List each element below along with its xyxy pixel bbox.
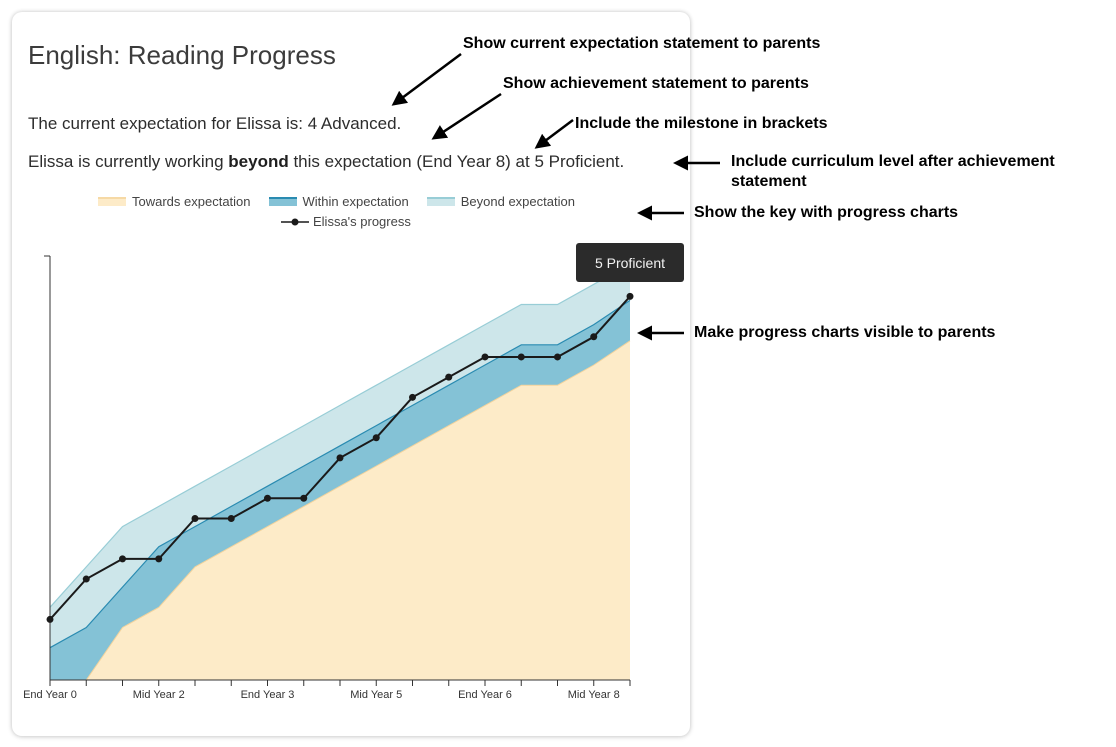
annotation-curriculum-level: Include curriculum level after achieveme… <box>731 153 1055 190</box>
progress-point[interactable] <box>82 575 90 583</box>
progress-tooltip: 5 Proficient <box>576 243 684 282</box>
annotation-achievement: Show achievement statement to parents <box>503 75 809 92</box>
legend-item-progress[interactable]: Elissa's progress <box>281 214 411 229</box>
legend-label-progress: Elissa's progress <box>313 214 411 229</box>
x-tick-label: Mid Year 8 <box>568 689 620 701</box>
achievement-statement: Elissa is currently working beyond this … <box>28 152 624 172</box>
progress-points <box>46 292 634 623</box>
progress-point[interactable] <box>300 494 308 502</box>
achievement-suffix: at 5 Proficient. <box>510 152 625 171</box>
within-expectation-line <box>49 299 631 649</box>
legend-item-within[interactable]: Within expectation <box>268 194 409 209</box>
legend-item-towards[interactable]: Towards expectation <box>98 194 251 209</box>
annotation-arrow <box>431 92 502 140</box>
annotation-current-expectation: Show current expectation statement to pa… <box>463 35 821 52</box>
progress-point[interactable] <box>119 555 126 563</box>
achievement-middle: this expectation <box>288 152 417 171</box>
chart-legend: Towards expectation Within expectation B… <box>98 194 575 209</box>
progress-point[interactable] <box>554 353 561 361</box>
progress-point[interactable] <box>590 333 598 341</box>
expectation-statement: The current expectation for Elissa is: 4… <box>28 114 401 134</box>
progress-point[interactable] <box>191 514 199 522</box>
achievement-bold: beyond <box>228 152 289 171</box>
towards-expectation-area <box>50 340 630 680</box>
legend-label-within: Within expectation <box>302 194 409 209</box>
within-swatch-icon <box>268 197 297 206</box>
expectation-prefix: The current expectation for Elissa is: <box>28 114 308 133</box>
annotation-arrows <box>391 52 720 341</box>
annotation-key: Show the key with progress charts <box>694 204 959 221</box>
x-axis-ticks: End Year 0 Mid Year 2 End Year 3 Mid Year 5… <box>23 680 631 701</box>
progress-point[interactable] <box>445 373 453 381</box>
within-expectation-area <box>50 300 630 680</box>
progress-point[interactable] <box>336 454 344 462</box>
annotation-arrow <box>391 52 462 106</box>
annotation-milestone: Include the milestone in brackets <box>575 115 828 132</box>
towards-swatch-icon <box>98 197 126 206</box>
expectation-value: 4 Advanced. <box>307 114 402 133</box>
x-tick-label: Mid Year 5 <box>350 689 402 701</box>
legend-label-towards: Towards expectation <box>132 194 251 209</box>
x-tick-label: Mid Year 2 <box>133 689 185 701</box>
milestone-text: (End Year 8) <box>416 152 511 171</box>
x-tick-label: End Year 6 <box>458 689 512 701</box>
legend-item-beyond[interactable]: Beyond expectation <box>426 194 575 209</box>
x-tick-label: End Year 3 <box>241 689 295 701</box>
page-title: English: Reading Progress <box>28 40 336 70</box>
progress-point[interactable] <box>227 514 235 522</box>
achievement-prefix: Elissa is currently working <box>28 152 229 171</box>
progress-point[interactable] <box>46 615 54 623</box>
progress-point[interactable] <box>481 353 489 361</box>
progress-line-icon <box>281 218 309 225</box>
progress-point[interactable] <box>517 353 525 361</box>
towards-expectation-line <box>50 340 631 681</box>
annotation-charts-visible: Make progress charts visible to parents <box>694 324 996 341</box>
beyond-expectation-line <box>49 263 631 608</box>
x-tick-label: End Year 0 <box>23 689 77 701</box>
progress-point[interactable] <box>372 434 380 442</box>
progress-point[interactable] <box>264 494 271 502</box>
progress-point[interactable] <box>626 292 634 300</box>
progress-point[interactable] <box>155 555 163 563</box>
beyond-swatch-icon <box>426 197 455 206</box>
annotation-arrow <box>534 119 574 149</box>
legend-label-beyond: Beyond expectation <box>460 194 575 209</box>
progress-point[interactable] <box>409 393 416 401</box>
